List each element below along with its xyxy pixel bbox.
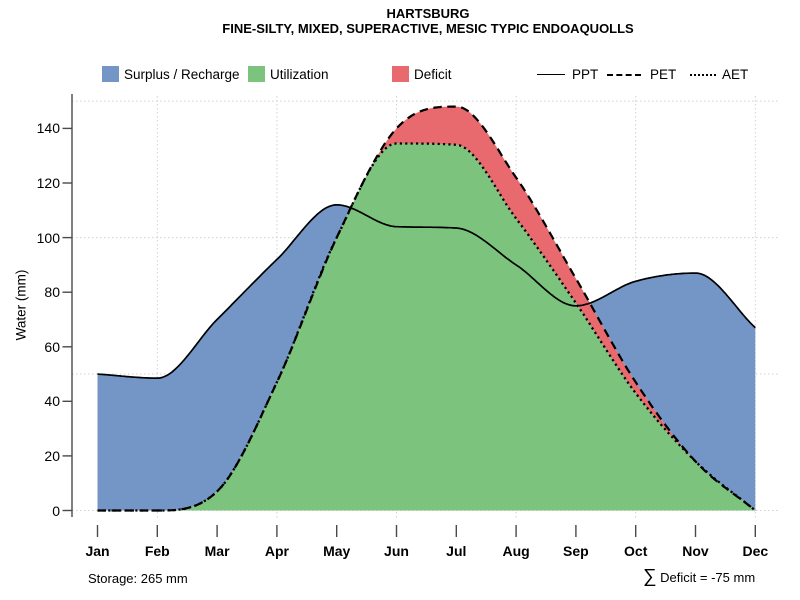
x-tick-label: Jun <box>384 543 409 559</box>
pet-line-sample <box>607 74 641 76</box>
y-tick-label: 80 <box>44 284 60 301</box>
legend-label-surplus: Surplus / Recharge <box>124 67 240 82</box>
utilization-area <box>97 143 756 511</box>
pet-line <box>97 105 756 512</box>
y-tick-label: 0 <box>52 502 60 519</box>
legend-label-pet: PET <box>650 67 677 82</box>
x-tick-label: Oct <box>624 543 648 559</box>
legend-label-utilization: Utilization <box>270 67 329 82</box>
surplus-swatch <box>102 66 119 82</box>
y-axis-title: Water (mm) <box>13 269 29 341</box>
surplus-area <box>97 204 351 511</box>
aet-line-sample <box>690 74 716 76</box>
x-tick-label: Aug <box>502 543 530 559</box>
deficit-swatch <box>392 66 409 82</box>
series-lines <box>97 105 757 512</box>
y-tick-label: 40 <box>44 393 60 410</box>
x-tick-label: Nov <box>682 543 709 559</box>
utilization-swatch <box>248 66 265 82</box>
x-tick-label: May <box>323 543 351 559</box>
x-tick-label: Sep <box>563 543 589 559</box>
x-tick-label: Mar <box>204 543 230 559</box>
x-tick-label: Apr <box>264 543 289 559</box>
y-tick-label: 140 <box>36 120 60 137</box>
legend-label-aet: AET <box>722 67 749 82</box>
x-tick-label: Jul <box>446 543 467 559</box>
chart-subtitle: FINE-SILTY, MIXED, SUPERACTIVE, MESIC TY… <box>222 21 634 36</box>
y-tick-label: 20 <box>44 447 60 464</box>
chart-title: HARTSBURG <box>386 6 470 21</box>
area-fills <box>97 106 756 511</box>
legend-label-ppt: PPT <box>572 67 599 82</box>
y-tick-label: 100 <box>36 229 60 246</box>
y-tick-label: 60 <box>44 338 60 355</box>
deficit-annotation: ∑ Deficit = -75 mm <box>643 566 755 588</box>
ppt-line-sample <box>537 74 565 75</box>
ppt-line <box>97 204 756 379</box>
axes <box>62 94 756 537</box>
sigma-symbol: ∑ <box>643 566 657 587</box>
x-tick-label: Feb <box>144 543 170 559</box>
storage-annotation: Storage: 265 mm <box>88 571 188 586</box>
y-tick-label: 120 <box>36 175 60 192</box>
deficit-text: Deficit = -75 mm <box>656 570 756 585</box>
x-tick-label: Jan <box>85 543 110 559</box>
x-tick-label: Dec <box>742 543 769 559</box>
surplus-area <box>590 273 756 511</box>
legend-label-deficit: Deficit <box>414 67 452 82</box>
